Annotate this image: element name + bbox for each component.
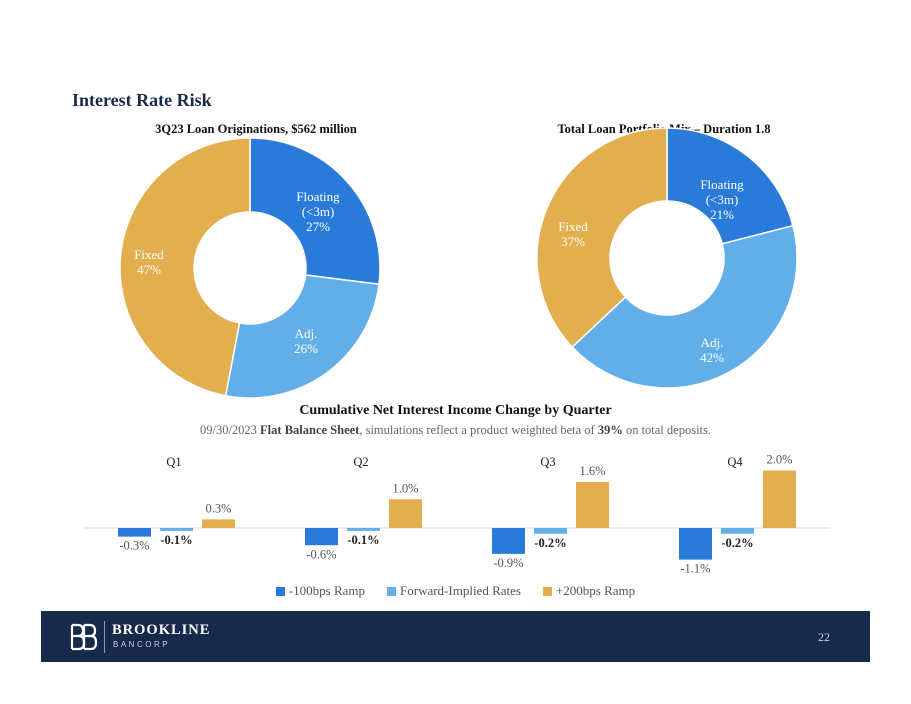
subtitle-date: 09/30/2023 (199, 423, 261, 437)
category-label-q4: Q4 (727, 455, 743, 469)
bar-label-up200-q3: 1.6% (579, 464, 605, 478)
bar-chart-title: Cumulative Net Interest Income Change by… (299, 403, 612, 418)
bar-chart-subtitle: 09/30/2023 Flat Balance Sheet, simulatio… (0, 423, 911, 438)
bar-label-down100-q3: -0.9% (493, 556, 523, 570)
donut-originations-title: 3Q23 Loan Originations, $562 million (155, 122, 357, 136)
bar-label-up200-q4: 2.0% (766, 453, 792, 467)
donut2-slice-fixed (536, 127, 668, 349)
donut2-slice-adj (571, 224, 798, 389)
bar-down100-q4 (679, 528, 712, 560)
legend-swatch-down100 (275, 586, 285, 596)
bar-chart-legend: -100bps Ramp Forward-Implied Rates +200b… (0, 583, 911, 599)
category-label-q1: Q1 (166, 455, 181, 469)
bar-up200-q4 (763, 470, 796, 528)
legend-label-up200: +200bps Ramp (555, 583, 636, 598)
bar-forward-q4 (721, 528, 754, 534)
legend-label-down100: -100bps Ramp (288, 583, 366, 598)
legend-swatch-forward (387, 586, 397, 596)
bar-forward-q1 (160, 528, 193, 531)
page-title: Interest Rate Risk (72, 90, 212, 110)
subtitle-end: on total deposits. (622, 423, 712, 437)
donut1-label-fixed: Fixed 47% (134, 247, 164, 277)
category-label-q2: Q2 (353, 455, 368, 469)
subtitle-beta: 39% (597, 423, 623, 437)
bar-label-up200-q1: 0.3% (205, 501, 231, 515)
donut1-label-floating: Floating (<3m) 27% (296, 189, 340, 234)
donut2-label-fixed: Fixed 37% (558, 219, 588, 249)
page-number: 22 (818, 630, 830, 644)
donut1-slice-adj (224, 274, 380, 399)
bar-forward-q2 (347, 528, 380, 531)
subtitle-text: , simulations reflect a product weighted… (359, 423, 598, 437)
legend-item-up200: +200bps Ramp (542, 583, 636, 599)
bar-label-forward-q3: -0.2% (534, 536, 566, 550)
bar-up200-q2 (389, 499, 422, 528)
brookline-logo-icon (70, 623, 98, 651)
donut1-slice-floating (249, 137, 381, 286)
legend-item-forward: Forward-Implied Rates (387, 583, 521, 599)
legend-label-forward: Forward-Implied Rates (400, 583, 521, 598)
bar-down100-q3 (492, 528, 525, 554)
donut2-label-floating: Floating (<3m) 21% (700, 177, 744, 222)
bar-label-forward-q2: -0.1% (347, 533, 379, 547)
brand-name: BROOKLINE (112, 622, 211, 638)
bar-label-down100-q4: -1.1% (680, 562, 710, 576)
logo-divider (104, 621, 105, 653)
donut1-slice-fixed (119, 137, 251, 397)
brand-subname: BANCORP (113, 640, 171, 649)
donut1-label-adj: Adj. 26% (294, 326, 318, 356)
bar-label-down100-q2: -0.6% (306, 547, 336, 561)
bar-label-forward-q1: -0.1% (160, 533, 192, 547)
bar-forward-q3 (534, 528, 567, 534)
bar-label-down100-q1: -0.3% (119, 539, 149, 553)
subtitle-flat-balance: Flat Balance Sheet (260, 423, 360, 437)
legend-item-down100: -100bps Ramp (275, 583, 366, 599)
footer-bar: BROOKLINE BANCORP 22 (41, 611, 870, 662)
bar-up200-q1 (202, 519, 235, 528)
legend-swatch-up200 (542, 586, 552, 596)
bar-label-up200-q2: 1.0% (392, 481, 418, 495)
bar-up200-q3 (576, 482, 609, 528)
donut2-label-adj: Adj. 42% (700, 335, 724, 365)
bar-down100-q1 (118, 528, 151, 537)
donut2-slice-floating (666, 127, 794, 245)
bar-down100-q2 (305, 528, 338, 546)
bar-label-forward-q4: -0.2% (721, 536, 753, 550)
category-label-q3: Q3 (540, 455, 555, 469)
